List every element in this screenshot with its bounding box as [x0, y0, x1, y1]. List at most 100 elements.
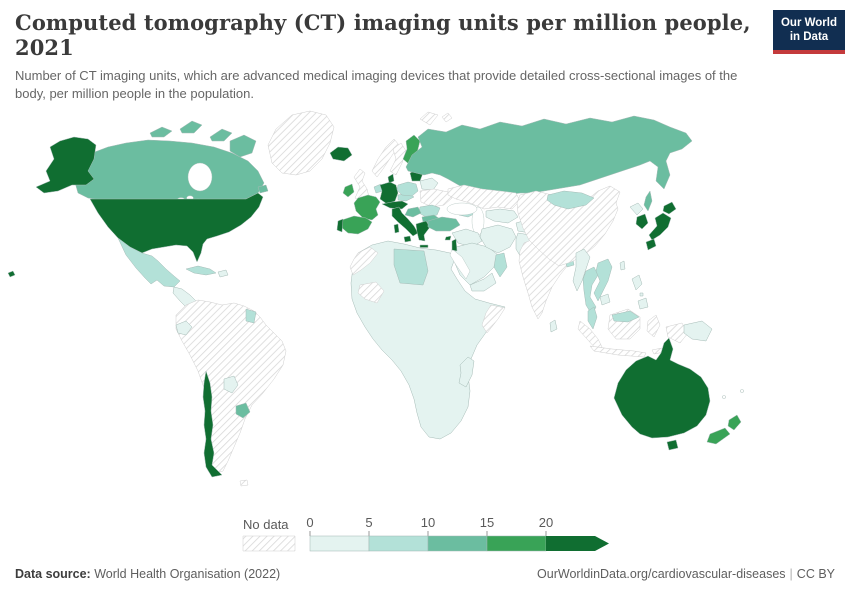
- legend-swatch-15-20[interactable]: [486, 535, 547, 552]
- black-sea: [446, 202, 478, 216]
- pacific-island-1: [740, 389, 744, 393]
- region-ukraine[interactable]: [419, 188, 453, 208]
- region-paraguay[interactable]: [223, 375, 239, 394]
- region-switzerland-austria[interactable]: [381, 200, 409, 210]
- region-usa[interactable]: [89, 192, 264, 263]
- region-mexico[interactable]: [117, 237, 181, 288]
- region-russia[interactable]: [405, 115, 693, 196]
- no-data-swatch[interactable]: [242, 535, 296, 552]
- page-subtitle: Number of CT imaging units, which are ad…: [15, 68, 738, 102]
- legend-swatch-0-5[interactable]: [309, 535, 370, 552]
- region-cuba[interactable]: [185, 265, 217, 276]
- region-new-zealand-south[interactable]: [706, 427, 731, 445]
- footer-url[interactable]: OurWorldinData.org/cardiovascular-diseas…: [537, 567, 786, 581]
- region-serbia-croatia[interactable]: [404, 206, 422, 218]
- region-poland[interactable]: [396, 181, 419, 197]
- region-crete[interactable]: [419, 244, 429, 248]
- region-portugal[interactable]: [336, 218, 344, 233]
- footer-license[interactable]: CC BY: [796, 567, 835, 581]
- region-japan-kyushu[interactable]: [645, 238, 657, 251]
- region-south-korea[interactable]: [635, 213, 649, 230]
- region-canada-newfoundland[interactable]: [257, 184, 269, 194]
- region-svalbard-2[interactable]: [441, 112, 453, 123]
- region-madagascar[interactable]: [458, 356, 475, 388]
- region-spain[interactable]: [340, 215, 373, 235]
- region-sri-lanka[interactable]: [549, 319, 558, 333]
- footer-separator: |: [789, 567, 793, 581]
- region-sumatra[interactable]: [577, 320, 603, 350]
- region-morocco[interactable]: [349, 246, 379, 276]
- legend-swatch-10-15[interactable]: [427, 535, 488, 552]
- region-canada-baffin[interactable]: [229, 134, 257, 158]
- region-svalbard[interactable]: [419, 111, 439, 126]
- region-sardinia[interactable]: [393, 223, 400, 234]
- region-ireland[interactable]: [342, 183, 355, 198]
- owid-logo: Our World in Data: [773, 10, 845, 54]
- region-kazakhstan[interactable]: [447, 184, 521, 210]
- region-canada-arctic-island-1[interactable]: [149, 126, 173, 138]
- region-chile[interactable]: [202, 370, 223, 478]
- region-papua-new-guinea[interactable]: [683, 320, 713, 342]
- region-greenland[interactable]: [267, 110, 335, 176]
- region-australia[interactable]: [613, 337, 711, 439]
- region-sicily[interactable]: [403, 235, 412, 243]
- region-united-kingdom[interactable]: [353, 168, 370, 203]
- data-source: Data source: World Health Organisation (…: [15, 567, 280, 581]
- region-hispaniola[interactable]: [217, 269, 229, 278]
- region-cyprus[interactable]: [444, 235, 452, 241]
- legend-swatch-5-10[interactable]: [368, 535, 429, 552]
- region-somalia[interactable]: [481, 304, 506, 334]
- region-iran[interactable]: [479, 224, 517, 254]
- region-alaska[interactable]: [35, 136, 97, 194]
- region-sakhalin[interactable]: [643, 190, 653, 212]
- region-falklands[interactable]: [239, 479, 249, 487]
- region-new-zealand-north[interactable]: [727, 414, 742, 431]
- region-philippines-luzon[interactable]: [631, 274, 643, 291]
- region-guyana[interactable]: [245, 308, 257, 324]
- region-belarus[interactable]: [419, 177, 439, 191]
- footer-right: OurWorldinData.org/cardiovascular-diseas…: [537, 567, 835, 581]
- region-japan-hokkaido[interactable]: [662, 201, 677, 215]
- region-sweden[interactable]: [389, 142, 407, 176]
- region-canada-arctic-island-2[interactable]: [179, 120, 203, 134]
- region-mongolia[interactable]: [546, 190, 595, 210]
- region-hawaii[interactable]: [7, 270, 16, 278]
- map-legend: No data 0 5 10 15 20: [242, 515, 609, 552]
- region-ecuador[interactable]: [175, 320, 193, 336]
- region-vietnam-laos[interactable]: [593, 258, 613, 302]
- region-turkey[interactable]: [427, 216, 461, 232]
- region-libya[interactable]: [393, 248, 429, 286]
- region-malaysia-peninsula[interactable]: [587, 306, 598, 330]
- region-mauritania-mali[interactable]: [357, 281, 385, 304]
- region-japan-honshu[interactable]: [648, 212, 672, 241]
- region-north-korea[interactable]: [629, 202, 644, 216]
- legend-swatch-20-plus[interactable]: [546, 536, 609, 551]
- region-iraq-syria[interactable]: [451, 228, 483, 248]
- region-central-asia[interactable]: [485, 208, 519, 224]
- region-uruguay[interactable]: [235, 402, 251, 419]
- region-myanmar[interactable]: [572, 248, 591, 292]
- region-philippines-visayas[interactable]: [639, 292, 644, 297]
- region-france[interactable]: [353, 194, 381, 221]
- region-denmark[interactable]: [387, 173, 395, 184]
- region-iceland[interactable]: [329, 146, 353, 162]
- region-tasmania[interactable]: [666, 439, 679, 451]
- world-map: [7, 110, 744, 487]
- region-taiwan[interactable]: [619, 260, 626, 271]
- region-philippines-mindanao[interactable]: [637, 297, 649, 310]
- region-cambodia[interactable]: [599, 293, 611, 306]
- data-source-label: Data source:: [15, 567, 91, 581]
- region-java[interactable]: [589, 345, 647, 358]
- region-west-papua[interactable]: [665, 322, 689, 344]
- region-germany[interactable]: [379, 181, 399, 205]
- region-yemen[interactable]: [469, 272, 497, 292]
- legend-tick-label-2: 10: [421, 515, 435, 530]
- region-sulawesi[interactable]: [646, 314, 661, 338]
- region-malaysia-borneo[interactable]: [611, 310, 640, 323]
- region-canada-arctic-island-3[interactable]: [209, 128, 233, 142]
- region-israel[interactable]: [451, 238, 458, 252]
- region-romania[interactable]: [418, 204, 441, 218]
- legend-tick-label-3: 15: [480, 515, 494, 530]
- region-greece[interactable]: [415, 220, 431, 242]
- region-oman[interactable]: [493, 252, 508, 278]
